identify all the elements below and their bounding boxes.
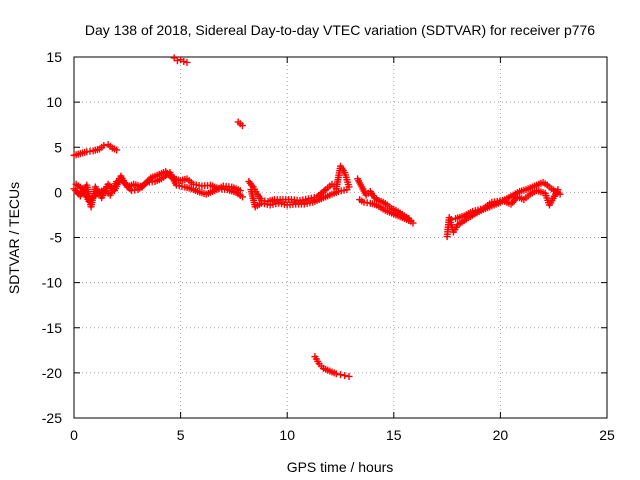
- y-tick-label: -20: [42, 365, 62, 381]
- x-tick-label: 20: [493, 427, 509, 443]
- data-point-rising-band-b: [554, 186, 562, 194]
- data-point-middle-band-b: [343, 186, 351, 194]
- data-point-main-band-b: [85, 197, 93, 205]
- x-tick-label: 25: [599, 427, 615, 443]
- data-point-top-spike: [173, 57, 181, 65]
- data-point-low-arc: [341, 372, 349, 380]
- x-tick-label: 15: [386, 427, 402, 443]
- y-tick-label: 15: [46, 49, 62, 65]
- data-points: [70, 54, 564, 380]
- data-point-main-band-a: [104, 180, 112, 188]
- data-point-main-band-b: [90, 193, 98, 201]
- y-tick-label: -10: [42, 275, 62, 291]
- data-point-low-arc: [332, 370, 340, 378]
- plot-frame: [73, 56, 608, 419]
- y-tick-label: 0: [54, 184, 62, 200]
- x-tick-label: 10: [279, 427, 295, 443]
- data-point-upper-arc: [100, 141, 108, 149]
- data-point-main-band-b: [87, 196, 95, 204]
- y-axis-label: SDTVAR / TECUs: [6, 182, 22, 294]
- data-point-descending-band-b: [407, 217, 415, 225]
- x-tick-label: 0: [70, 427, 78, 443]
- data-point-upper-arc: [113, 146, 121, 154]
- data-point-low-arc: [337, 371, 344, 379]
- data-point-low-arc: [345, 372, 353, 380]
- data-point-small-spike: [238, 122, 246, 130]
- y-tick-label: -25: [42, 410, 62, 426]
- y-tick-label: 10: [46, 94, 62, 110]
- data-point-main-band-a: [238, 193, 246, 201]
- axis-ticks: 0 5 10 15 20 25 -25 -20 -15 -10 -5 0 5 10 15: [42, 49, 615, 443]
- y-tick-label: 5: [54, 139, 62, 155]
- data-point-main-band-b: [88, 194, 96, 202]
- data-point-top-spike: [183, 58, 191, 66]
- y-tick-label: -5: [50, 230, 63, 246]
- grid: [74, 57, 607, 418]
- chart-title: Day 138 of 2018, Sidereal Day-to-day VTE…: [85, 22, 595, 38]
- x-tick-label: 5: [177, 427, 185, 443]
- data-point-rising-band-b: [447, 215, 455, 223]
- x-axis-label: GPS time / hours: [287, 459, 394, 475]
- y-tick-label: -15: [42, 320, 62, 336]
- data-point-top-spike: [180, 58, 188, 66]
- data-point-main-band-b: [236, 187, 244, 195]
